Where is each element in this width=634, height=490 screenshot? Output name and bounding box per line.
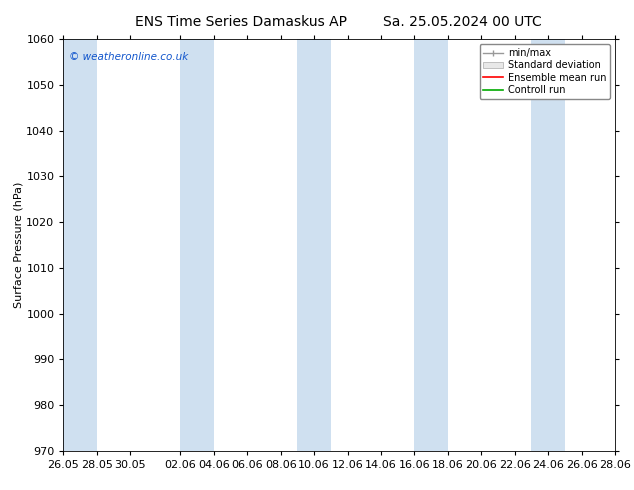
Text: © weatheronline.co.uk: © weatheronline.co.uk xyxy=(69,51,188,62)
Bar xyxy=(181,39,214,451)
Legend: min/max, Standard deviation, Ensemble mean run, Controll run: min/max, Standard deviation, Ensemble me… xyxy=(479,44,610,99)
Bar xyxy=(297,39,331,451)
Y-axis label: Surface Pressure (hPa): Surface Pressure (hPa) xyxy=(13,182,23,308)
Text: Sa. 25.05.2024 00 UTC: Sa. 25.05.2024 00 UTC xyxy=(384,15,542,29)
Text: ENS Time Series Damaskus AP: ENS Time Series Damaskus AP xyxy=(135,15,347,29)
Bar xyxy=(63,39,97,451)
Bar xyxy=(531,39,565,451)
Bar xyxy=(415,39,448,451)
